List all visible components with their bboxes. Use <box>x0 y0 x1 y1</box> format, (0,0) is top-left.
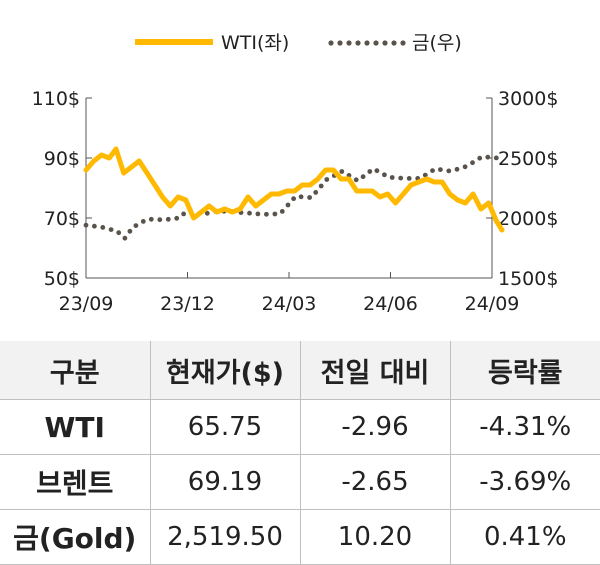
table-row-wti: WTI 65.75 -2.96 -4.31% <box>0 399 600 455</box>
gold-point <box>108 227 114 233</box>
gold-point <box>389 175 395 180</box>
gold-point <box>422 172 428 178</box>
gold-point <box>324 177 330 182</box>
series-wti-line <box>83 146 505 233</box>
gold-point <box>279 209 285 214</box>
gold-point <box>374 168 380 174</box>
legend-label-wti: WTI(좌) <box>221 32 289 54</box>
gold-point <box>430 168 435 174</box>
gold-point <box>493 155 499 161</box>
gold-point <box>454 166 460 172</box>
legend-dot <box>364 40 370 46</box>
gold-point <box>291 196 296 202</box>
gold-point <box>318 183 324 189</box>
legend: WTI(좌) 금(우) <box>135 32 462 54</box>
y-left-tick-label: 50$ <box>44 268 80 290</box>
gold-point <box>313 190 319 195</box>
gold-point <box>148 216 154 222</box>
row-rate: -4.31% <box>449 399 600 455</box>
y-left-ticks: 110$ 90$ 70$ 50$ <box>32 88 92 290</box>
gold-point <box>181 211 187 217</box>
legend-dot <box>391 40 397 46</box>
y-right-tick-label: 3000$ <box>498 88 558 110</box>
y-left-tick-label: 90$ <box>44 148 80 170</box>
gold-point <box>438 167 443 173</box>
y-left-tick-label: 70$ <box>44 208 80 230</box>
gold-point <box>298 194 304 200</box>
row-price: 65.75 <box>149 399 300 455</box>
y-left-tick-label: 110$ <box>32 88 80 110</box>
gold-point <box>485 154 491 160</box>
gold-point <box>204 210 210 216</box>
price-table: 구분 현재가($) 전일 대비 등락률 WTI 65.75 -2.96 -4.3… <box>0 341 600 565</box>
row-name: 브렌트 <box>36 467 114 500</box>
header-price: 현재가($) <box>149 341 300 400</box>
legend-dot <box>346 40 352 46</box>
table-row-gold: 금(Gold) 2,519.50 10.20 0.41% <box>0 509 600 565</box>
gold-point <box>353 177 359 183</box>
gold-point <box>307 195 312 200</box>
oil-gold-chart: WTI(좌) 금(우) 110$ 90$ 70$ 50$ 3000$ 2500$ 2000… <box>32 32 559 315</box>
legend-label-gold: 금(우) <box>412 32 462 54</box>
gold-point <box>157 217 163 223</box>
row-name: 금(Gold) <box>13 522 137 555</box>
gold-point <box>446 168 452 174</box>
y-right-tick-label: 2000$ <box>498 208 558 230</box>
y-right-tick-label: 2500$ <box>498 148 558 170</box>
gold-point <box>470 160 475 166</box>
gold-point <box>360 174 366 180</box>
gold-point <box>339 169 345 174</box>
legend-dot <box>355 40 361 46</box>
gold-point <box>398 175 404 181</box>
gold-point <box>133 223 139 229</box>
gold-point <box>406 176 412 181</box>
y-right-ticks: 3000$ 2500$ 2000$ 1500$ <box>486 88 558 290</box>
gold-point <box>382 172 387 178</box>
legend-swatch-gold <box>328 40 406 46</box>
gold-point <box>264 211 269 217</box>
x-tick-label: 23/12 <box>160 293 215 315</box>
gold-point <box>477 155 483 161</box>
gold-point <box>285 202 291 208</box>
row-change: 10.20 <box>299 509 450 565</box>
legend-dot <box>337 40 343 46</box>
row-rate: 0.41% <box>449 509 600 565</box>
gold-point <box>174 215 180 221</box>
gold-point <box>116 230 122 236</box>
legend-dot <box>400 40 406 46</box>
header-change: 전일 대비 <box>299 341 450 400</box>
header-rate: 등락률 <box>449 341 600 400</box>
x-tick-label: 24/06 <box>363 293 418 315</box>
row-price: 69.19 <box>149 454 300 510</box>
row-change: -2.96 <box>299 399 450 455</box>
gold-point <box>247 210 252 216</box>
gold-point <box>255 211 261 217</box>
legend-dot <box>328 40 334 46</box>
row-name: WTI <box>44 410 105 444</box>
x-tick-label: 24/03 <box>262 293 317 315</box>
gold-point <box>140 219 146 224</box>
row-change: -2.65 <box>299 454 450 510</box>
x-tick-label: 23/09 <box>59 293 114 315</box>
x-tick-label: 24/09 <box>465 293 520 315</box>
gold-point <box>83 222 89 228</box>
x-ticks: 23/09 23/12 24/03 24/06 24/09 <box>59 272 520 315</box>
gold-point <box>165 216 171 222</box>
row-price: 2,519.50 <box>149 509 300 565</box>
header-category: 구분 <box>0 341 150 400</box>
legend-dot <box>373 40 379 46</box>
table-row-brent: 브렌트 69.19 -2.65 -3.69% <box>0 454 600 510</box>
gold-point <box>367 169 373 174</box>
row-rate: -3.69% <box>449 454 600 510</box>
y-right-tick-label: 1500$ <box>498 268 558 290</box>
gold-point <box>122 235 128 241</box>
gold-point <box>272 211 278 217</box>
table-header-row: 구분 현재가($) 전일 대비 등락률 <box>0 341 600 400</box>
gold-point <box>127 228 133 234</box>
legend-dot <box>382 40 388 46</box>
price-table-container: 구분 현재가($) 전일 대비 등락률 WTI 65.75 -2.96 -4.3… <box>0 341 600 565</box>
gold-point <box>100 225 106 230</box>
gold-point <box>462 164 468 170</box>
gold-point <box>92 223 97 229</box>
